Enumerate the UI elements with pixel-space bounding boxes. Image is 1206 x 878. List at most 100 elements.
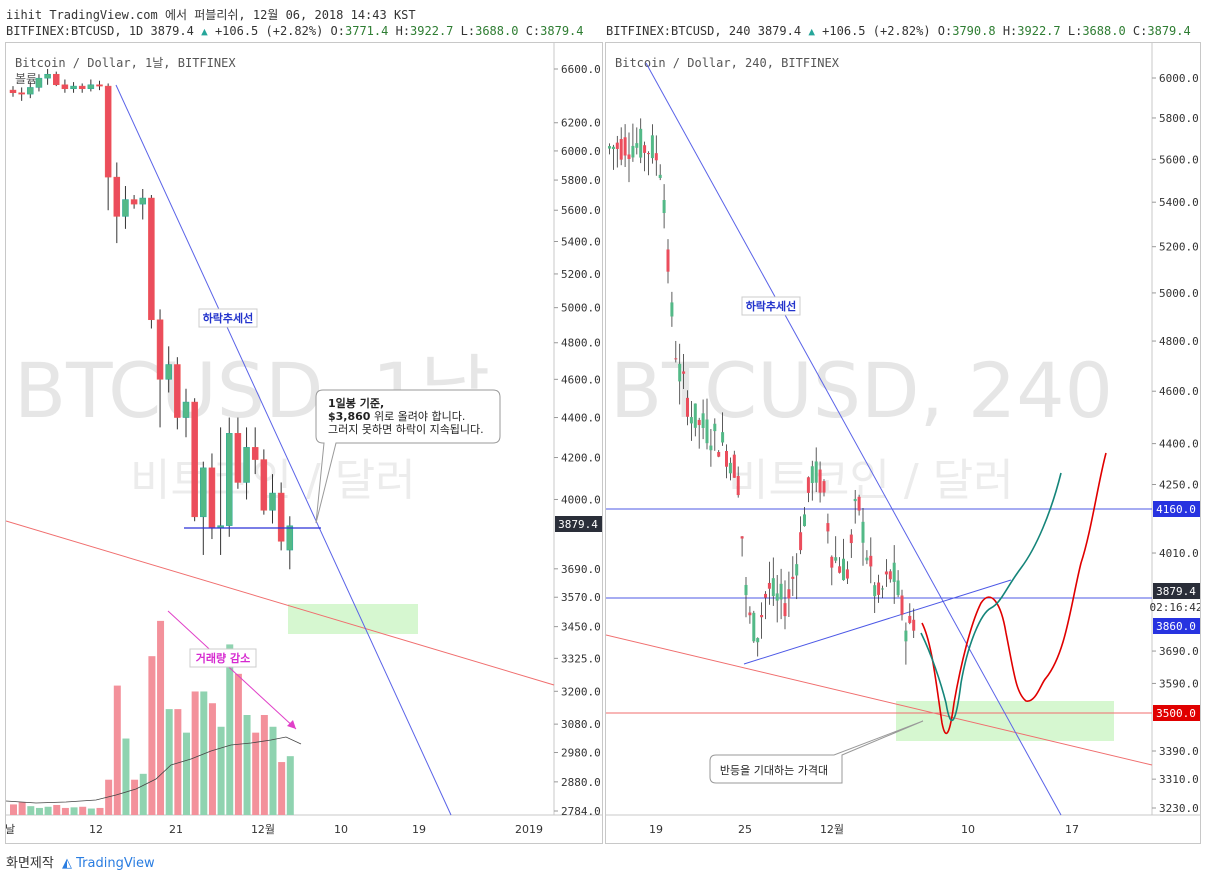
candle-body — [814, 461, 818, 483]
arrow-head-icon — [287, 720, 296, 729]
candle-body — [830, 556, 834, 568]
candles — [608, 118, 916, 665]
candle-body — [721, 432, 725, 443]
daily-chart-svg[interactable]: BTCUSD, 1날 비트코인 / 달러 Bitcoin / Dollar, 1… — [6, 43, 602, 843]
candle-body — [44, 73, 51, 79]
price-tick: 5800.0 — [561, 174, 601, 187]
candles — [9, 69, 294, 570]
price-axis[interactable]: 6600.0 6200.0 6000.0 5800.0 5600.0 5400.0 5200… — [554, 63, 601, 818]
price-tick: 4400.0 — [1159, 438, 1199, 451]
left-change: +106.5 (+2.82%) — [214, 24, 324, 38]
right-change: +106.5 (+2.82%) — [822, 24, 931, 38]
volume-bar — [96, 807, 104, 815]
candle-body — [61, 84, 69, 90]
volume-bars — [10, 620, 294, 815]
time-tick: 12월 — [251, 823, 275, 836]
volume-label: 거래량 감소 — [196, 651, 250, 665]
candle-body — [96, 84, 103, 87]
left-symbol-price: BITFINEX:BTCUSD, 1D 3879.4 — [6, 24, 194, 38]
right-close: 3879.4 — [1147, 24, 1191, 38]
h4-chart-svg[interactable]: BTCUSD, 240 비트코인 / 달러 Bitcoin / Dollar, … — [606, 43, 1200, 843]
time-tick: 2019 — [515, 823, 543, 836]
candle-body — [670, 302, 674, 317]
candle-body — [779, 583, 783, 600]
volume-bar — [79, 806, 87, 815]
callout-line3: 그러지 못하면 하락이 지속됩니다. — [328, 422, 484, 436]
candle-body — [662, 200, 666, 214]
last-price-badge — [555, 516, 602, 532]
resistance-badge-text: 4160.0 — [1156, 503, 1196, 516]
candle-body — [732, 454, 736, 478]
volume-sublabel: 볼륨 — [15, 72, 37, 86]
volume-bar — [183, 732, 190, 815]
footer: 화면제작 ◭ TradingView — [6, 852, 155, 871]
candle-body — [713, 423, 717, 432]
candle-body — [277, 492, 285, 542]
candle-body — [666, 249, 670, 272]
watermark: BTCUSD, 240 — [610, 346, 1113, 435]
price-tick: 3590.0 — [1159, 677, 1199, 690]
candle-body — [869, 555, 873, 567]
price-tick: 3230.0 — [1159, 802, 1199, 815]
publish-info: iihit TradingView.com 에서 퍼블리쉬, 12월 06, 2… — [6, 8, 416, 22]
candle-body — [760, 615, 764, 618]
candle-body — [139, 197, 146, 205]
candle-body — [608, 146, 611, 149]
candle-body — [795, 564, 799, 576]
candle-body — [709, 445, 713, 451]
candle-body — [771, 578, 775, 597]
volume-bar — [53, 805, 61, 815]
volume-bar — [174, 709, 182, 815]
candle-body — [756, 638, 760, 643]
candle-body — [243, 447, 250, 483]
long-term-trendline — [6, 520, 555, 686]
price-tick: 5200.0 — [1159, 241, 1199, 254]
candle-body — [775, 593, 779, 601]
price-tick: 2880.0 — [561, 776, 601, 789]
time-axis[interactable]: 날 12 21 12월 10 19 2019 — [6, 823, 543, 836]
candle-body — [611, 146, 615, 150]
callout-line2: 위로 올려야 합니다. — [370, 410, 465, 423]
tradingview-logo-icon[interactable]: ◭ TradingView — [61, 856, 155, 871]
price-axis[interactable]: 6000.0 5800.0 5600.0 5400.0 5200.0 5000.0 4800… — [1152, 72, 1199, 815]
candle-body — [717, 451, 721, 457]
candle-body — [156, 319, 164, 380]
candle-body — [818, 469, 822, 493]
candle-body — [693, 403, 697, 428]
price-tick: 4800.0 — [1159, 335, 1199, 348]
downtrend-line — [645, 62, 1062, 816]
h4-chart-panel[interactable]: BTCUSD, 240 비트코인 / 달러 Bitcoin / Dollar, … — [605, 42, 1201, 844]
candle-body — [857, 496, 861, 511]
support-badge-text: 3860.0 — [1156, 620, 1196, 633]
candle-body — [682, 371, 686, 374]
price-tick: 4600.0 — [561, 373, 601, 386]
candle-body — [674, 358, 678, 360]
time-axis[interactable]: 19 25 12월 10 17 — [649, 823, 1079, 836]
right-high: 3922.7 — [1017, 24, 1061, 38]
time-tick: 날 — [6, 823, 15, 836]
candle-body — [654, 153, 658, 161]
candle-body — [865, 557, 869, 561]
volume-bar — [208, 703, 216, 815]
price-tick: 3690.0 — [561, 563, 601, 576]
support-badge — [1153, 618, 1200, 634]
right-symbol-price: BITFINEX:BTCUSD, 240 3879.4 — [606, 24, 802, 38]
candle-body — [191, 401, 198, 518]
volume-bar — [243, 715, 251, 815]
candle-body — [635, 143, 639, 148]
price-tick: 4010.0 — [1159, 547, 1199, 560]
volume-bar — [61, 807, 69, 815]
candle-body — [18, 92, 25, 95]
candle-body — [752, 612, 756, 642]
candle-body — [104, 85, 112, 178]
volume-bar — [70, 807, 78, 815]
candle-body — [791, 576, 795, 579]
candle-body — [200, 467, 207, 518]
watermark-sub: 비트코인 / 달러 — [728, 455, 1014, 506]
long-term-trendline — [606, 634, 1153, 766]
up-arrow-icon: ▲ — [201, 25, 208, 38]
daily-chart-panel[interactable]: BTCUSD, 1날 비트코인 / 달러 Bitcoin / Dollar, 1… — [5, 42, 603, 844]
price-tick: 5400.0 — [1159, 196, 1199, 209]
ascending-trendline — [743, 579, 1012, 665]
volume-bar — [27, 806, 35, 815]
